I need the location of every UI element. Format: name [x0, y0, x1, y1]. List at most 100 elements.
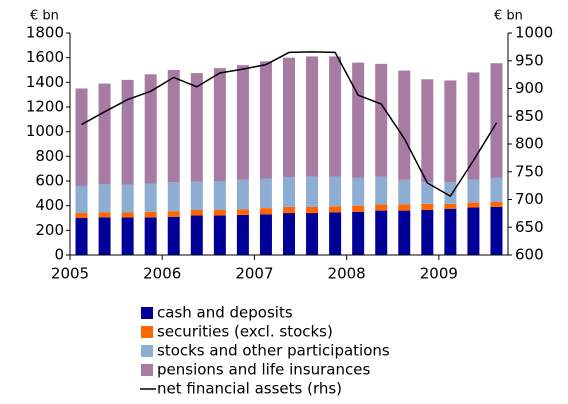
bar-segment	[467, 207, 480, 255]
legend-swatch	[141, 364, 153, 376]
bar-segment	[167, 211, 180, 217]
bar-segment	[98, 184, 111, 213]
bar-segment	[167, 216, 180, 255]
bar-segment	[144, 74, 157, 184]
y-tick-label: 400	[35, 196, 64, 214]
y-tick-label: 1400	[26, 73, 64, 91]
bar-segment	[375, 63, 388, 177]
bar-segment	[352, 205, 365, 212]
bar-segment	[490, 177, 503, 202]
y2-tick-label: 1000	[515, 24, 553, 42]
bar-segment	[236, 179, 249, 210]
bar-segment	[421, 209, 434, 255]
y2-tick-label: 950	[515, 51, 544, 69]
bar-segment	[213, 181, 226, 210]
bar-segment	[144, 211, 157, 218]
bar-segment	[306, 213, 319, 255]
bar-segment	[98, 212, 111, 218]
y-axis-label: € bn	[30, 9, 59, 24]
bar-segment	[121, 212, 134, 218]
bar-segment	[75, 213, 88, 218]
y2-tick-label: 850	[515, 107, 544, 125]
bar-segment	[329, 212, 342, 255]
bar-segment	[236, 214, 249, 255]
y-tick-label: 1000	[26, 122, 64, 140]
bar-segment	[190, 209, 203, 216]
bar-segment	[329, 206, 342, 213]
y2-tick-label: 800	[515, 135, 544, 153]
legend-label: securities (excl. stocks)	[157, 323, 333, 341]
legend-label: cash and deposits	[157, 304, 293, 322]
bar-segment	[306, 206, 319, 214]
bar-segment	[213, 215, 226, 255]
bar-segment	[398, 70, 411, 180]
bar-segment	[490, 206, 503, 255]
bar-segment	[467, 179, 480, 203]
bar-segment	[444, 203, 457, 209]
bar-segment	[329, 56, 342, 177]
bar-segment	[283, 57, 295, 178]
x-tick-label: 2005	[51, 265, 89, 283]
legend-swatch	[141, 307, 153, 319]
bar-segment	[213, 68, 226, 181]
y-tick-label: 1200	[26, 98, 64, 116]
bar-segment	[236, 65, 249, 180]
bar-segment	[213, 209, 226, 216]
x-tick-label: 2006	[143, 265, 181, 283]
bar-segment	[121, 79, 134, 185]
y-tick-label: 1800	[26, 24, 64, 42]
y2-tick-label: 700	[515, 190, 544, 208]
x-tick-label: 2009	[420, 265, 458, 283]
bar-segment	[98, 83, 111, 185]
y2-tick-label: 900	[515, 79, 544, 97]
bar-segment	[352, 211, 365, 255]
bar-segment	[421, 203, 434, 210]
bar-segment	[167, 182, 180, 212]
bar-segment	[375, 210, 388, 255]
legend-label: net financial assets (rhs)	[157, 380, 342, 398]
bar-segment	[283, 213, 295, 255]
bar-segment	[121, 184, 134, 213]
y2-tick-label: 750	[515, 162, 544, 180]
bar-segment	[467, 202, 480, 208]
bar-segment	[352, 62, 365, 178]
bar-segment	[398, 204, 411, 211]
bar-segment	[352, 177, 365, 206]
bar-segment	[467, 72, 480, 180]
line	[81, 51, 498, 198]
bar-segment	[259, 214, 272, 255]
bar-segment	[144, 217, 157, 255]
y2-tick-label: 600	[515, 246, 544, 264]
y-tick-label: 600	[35, 172, 64, 190]
bar-segment	[121, 217, 134, 255]
bar-segment	[375, 204, 388, 211]
bar-segment	[490, 201, 503, 207]
bar-segment	[167, 70, 180, 183]
bar-segment	[444, 80, 457, 183]
bar-segment	[98, 217, 111, 255]
legend-label: stocks and other participations	[157, 342, 390, 360]
bar-segment	[190, 215, 203, 255]
bar-segment	[421, 79, 434, 183]
bar-segment	[144, 183, 157, 212]
bar-segment	[398, 179, 411, 205]
x-tick-label: 2007	[235, 265, 273, 283]
bar-segment	[306, 56, 319, 177]
y2-axis-label: € bn	[494, 9, 523, 24]
bar-segment	[190, 73, 203, 182]
legend-swatch	[141, 326, 153, 338]
bar-segment	[236, 209, 249, 215]
bar-segment	[329, 176, 342, 207]
y-tick-label: 800	[35, 147, 64, 165]
bar-segment	[421, 182, 434, 204]
bar-segment	[490, 63, 503, 178]
bar-segment	[259, 178, 272, 209]
x-tick-label: 2008	[328, 265, 366, 283]
y-tick-label: 0	[54, 246, 64, 264]
bar-segment	[75, 185, 88, 214]
bar-segment	[75, 218, 88, 255]
bar-segment	[190, 181, 203, 210]
legend-label: pensions and life insurances	[157, 361, 370, 379]
y-tick-label: 1600	[26, 48, 64, 66]
